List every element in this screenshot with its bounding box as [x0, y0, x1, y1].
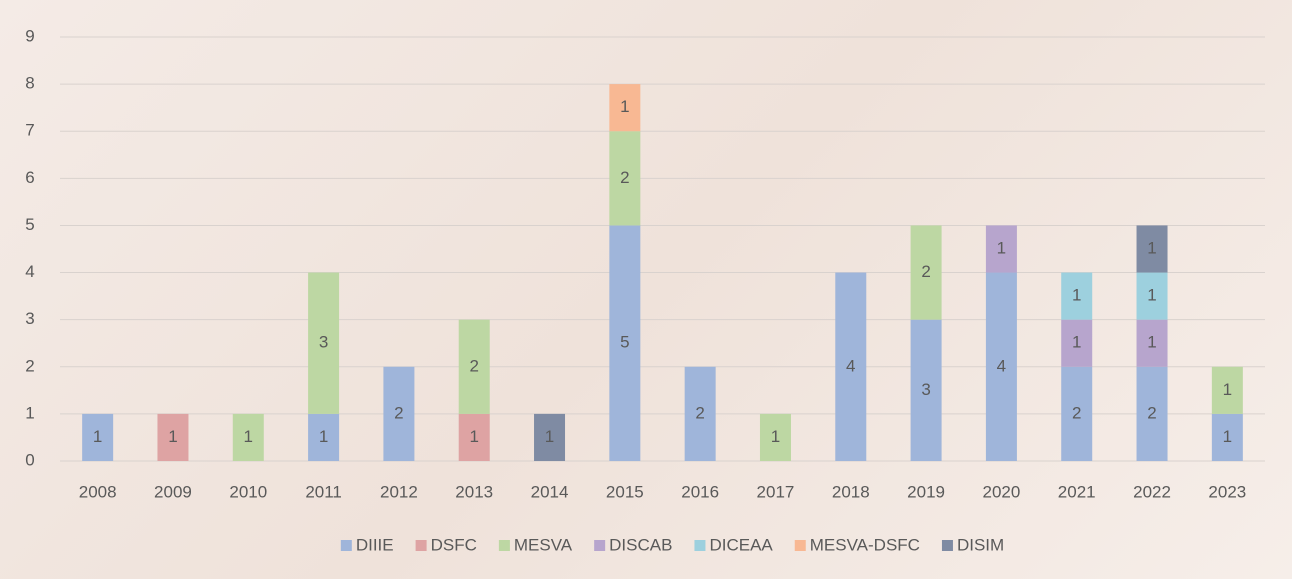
legend-swatch [416, 540, 427, 551]
data-label: 2 [921, 262, 930, 281]
x-tick-label: 2016 [681, 482, 719, 501]
legend-swatch [341, 540, 352, 551]
legend-label: DIIIE [356, 535, 394, 554]
y-tick-label: 0 [25, 450, 34, 469]
legend-swatch [795, 540, 806, 551]
data-label: 1 [1147, 238, 1156, 257]
y-tick-label: 8 [25, 74, 34, 93]
data-label: 2 [1147, 403, 1156, 422]
data-label: 1 [1147, 333, 1156, 352]
data-label: 4 [997, 356, 1006, 375]
legend-swatch [594, 540, 605, 551]
data-label: 1 [469, 427, 478, 446]
y-tick-label: 6 [25, 168, 34, 187]
data-label: 1 [771, 427, 780, 446]
data-label: 1 [620, 97, 629, 116]
x-tick-label: 2013 [455, 482, 493, 501]
legend-label: DISIM [957, 535, 1004, 554]
legend-label: DISCAB [609, 535, 672, 554]
x-tick-label: 2018 [832, 482, 870, 501]
y-tick-label: 4 [25, 262, 34, 281]
data-label: 1 [1147, 286, 1156, 305]
x-tick-label: 2012 [380, 482, 418, 501]
data-label: 2 [394, 403, 403, 422]
data-label: 2 [695, 403, 704, 422]
x-tick-label: 2008 [79, 482, 117, 501]
x-tick-label: 2015 [606, 482, 644, 501]
data-label: 5 [620, 333, 629, 352]
data-label: 4 [846, 356, 855, 375]
data-label: 1 [244, 427, 253, 446]
data-label: 3 [319, 333, 328, 352]
data-label: 1 [1223, 380, 1232, 399]
y-tick-label: 5 [25, 215, 34, 234]
data-label: 1 [997, 238, 1006, 257]
legend-label: MESVA-DSFC [810, 535, 920, 554]
data-label: 1 [1072, 286, 1081, 305]
x-tick-label: 2011 [305, 482, 342, 501]
legend-label: DICEAA [709, 535, 773, 554]
data-label: 2 [469, 356, 478, 375]
data-label: 1 [168, 427, 177, 446]
y-tick-label: 3 [25, 309, 34, 328]
data-label: 1 [1223, 427, 1232, 446]
y-tick-label: 2 [25, 356, 34, 375]
chart: 0 1 2 3 4 5 6 7 8 9 2008 1 2009 1 2010 1 2011 1 3 2012 2 2013… [0, 0, 1292, 579]
x-tick-label: 2023 [1208, 482, 1246, 501]
data-label: 1 [319, 427, 328, 446]
data-label: 1 [93, 427, 102, 446]
x-tick-label: 2021 [1058, 482, 1096, 501]
x-tick-label: 2014 [531, 482, 569, 501]
data-label: 3 [921, 380, 930, 399]
y-tick-label: 1 [25, 403, 34, 422]
data-label: 1 [1072, 333, 1081, 352]
x-tick-label: 2019 [907, 482, 945, 501]
x-tick-label: 2017 [757, 482, 795, 501]
legend-swatch [694, 540, 705, 551]
data-label: 2 [620, 168, 629, 187]
legend-label: MESVA [514, 535, 573, 554]
x-tick-label: 2020 [982, 482, 1020, 501]
data-label: 2 [1072, 403, 1081, 422]
y-tick-label: 9 [25, 26, 34, 45]
x-tick-label: 2009 [154, 482, 192, 501]
data-label: 1 [545, 427, 554, 446]
x-tick-label: 2010 [229, 482, 267, 501]
legend-swatch [499, 540, 510, 551]
legend-label: DSFC [431, 535, 477, 554]
y-tick-label: 7 [25, 121, 34, 140]
legend-swatch [942, 540, 953, 551]
x-tick-label: 2022 [1133, 482, 1171, 501]
